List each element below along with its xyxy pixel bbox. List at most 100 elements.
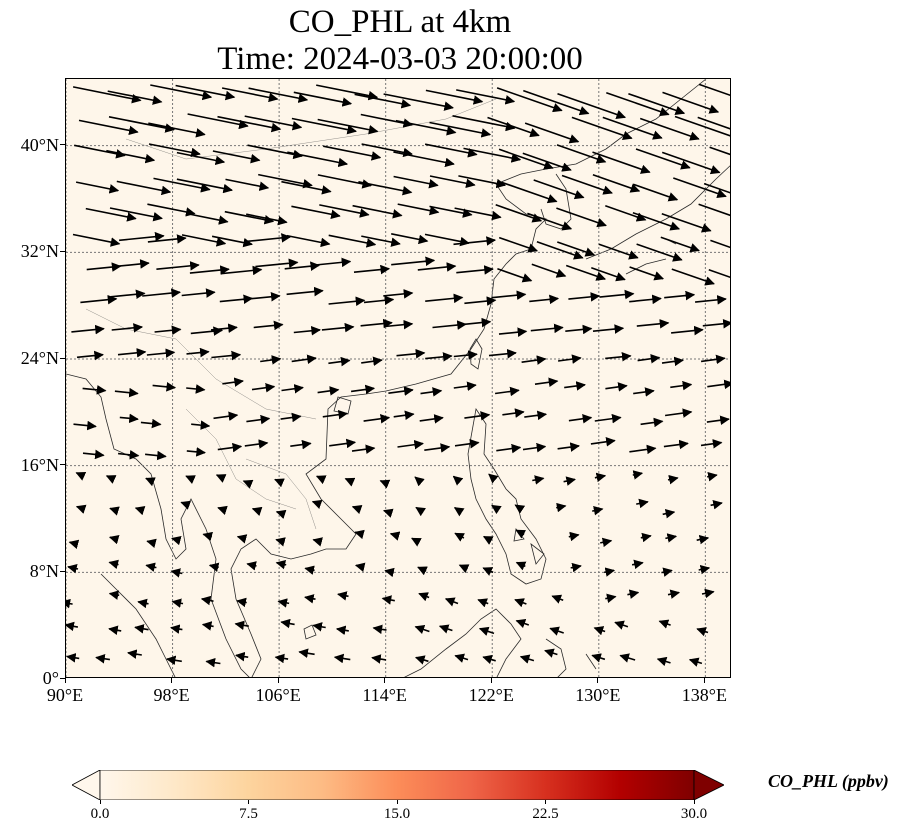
wind-arrow <box>524 410 548 421</box>
wind-arrow <box>707 379 730 390</box>
wind-arrow <box>388 386 414 396</box>
wind-arrow <box>361 235 401 247</box>
wind-arrow <box>498 236 539 253</box>
wind-arrow <box>73 420 97 431</box>
wind-arrow <box>594 472 607 483</box>
wind-arrow <box>502 408 525 418</box>
wind-arrow <box>498 327 528 337</box>
wind-arrow <box>185 475 196 484</box>
wind-arrow <box>180 500 192 510</box>
wind-arrow <box>570 562 582 573</box>
wind-arrow <box>146 538 157 548</box>
wind-arrow <box>281 383 304 394</box>
wind-arrow <box>452 115 516 132</box>
wind-arrow <box>253 320 284 331</box>
wind-arrow <box>661 212 712 233</box>
wind-arrow <box>454 207 502 221</box>
wind-arrow <box>110 289 146 300</box>
wind-arrow <box>592 174 641 193</box>
wind-arrow <box>454 439 480 449</box>
wind-arrow <box>667 589 681 599</box>
wind-arrow <box>290 439 312 450</box>
wind-arrow <box>247 291 281 302</box>
wind-arrow <box>165 655 182 666</box>
wind-arrow <box>391 256 436 267</box>
colorbar-tick-label: 7.5 <box>239 806 258 822</box>
wind-arrow <box>673 177 727 199</box>
wind-arrow <box>277 598 290 608</box>
wind-arrow <box>424 143 478 158</box>
wind-arrow <box>85 207 137 222</box>
wind-arrow <box>236 534 248 544</box>
wind-arrow <box>594 413 622 424</box>
wind-arrow <box>235 651 249 662</box>
lon-tick-label: 130°E <box>575 685 621 705</box>
wind-arrow <box>127 649 142 659</box>
wind-arrow <box>491 290 527 300</box>
wind-arrow <box>156 261 200 271</box>
wind-arrow <box>317 174 372 189</box>
map-canvas <box>66 79 730 677</box>
wind-arrow <box>186 384 206 394</box>
wind-arrow <box>147 234 187 244</box>
wind-arrow <box>66 653 80 663</box>
wind-arrow <box>414 655 429 665</box>
wind-arrow <box>351 444 376 455</box>
wind-arrow <box>628 92 686 115</box>
wind-arrow <box>452 475 464 486</box>
wind-arrow <box>78 119 139 136</box>
wind-arrow <box>591 653 606 663</box>
lon-tick-label: 114°E <box>362 685 407 705</box>
wind-arrow <box>298 648 315 658</box>
wind-arrow <box>496 443 522 454</box>
wind-arrow <box>113 259 150 269</box>
wind-arrow <box>236 597 247 608</box>
wind-arrow <box>109 207 163 222</box>
wind-arrow <box>312 537 323 547</box>
wind-arrow <box>147 203 196 217</box>
wind-arrow <box>464 296 497 306</box>
wind-arrow <box>709 146 730 156</box>
wind-arrow <box>244 115 303 131</box>
wind-arrow <box>706 415 730 426</box>
wind-arrow <box>397 203 440 216</box>
wind-arrow <box>456 89 516 105</box>
wind-arrow <box>353 264 391 275</box>
wind-arrow <box>280 618 295 629</box>
wind-arrow <box>557 241 596 257</box>
wind-arrow <box>246 213 288 226</box>
figure-title: CO_PHL at 4km <box>288 4 512 40</box>
wind-arrow <box>225 178 270 191</box>
wind-arrow <box>453 381 477 391</box>
wind-arrow <box>119 413 139 424</box>
wind-arrow <box>68 539 80 550</box>
wind-arrow <box>352 204 403 219</box>
wind-arrow <box>107 90 163 105</box>
lon-tick-mark <box>490 678 492 683</box>
wind-arrow <box>556 207 607 228</box>
wind-arrow <box>360 318 393 329</box>
wind-arrow <box>661 567 673 577</box>
wind-arrow <box>396 348 426 359</box>
wind-arrow <box>95 654 111 664</box>
wind-arrow <box>67 563 79 574</box>
wind-arrow <box>458 564 470 574</box>
colorbar-tick-mark <box>99 800 101 804</box>
wind-arrow <box>146 348 176 358</box>
wind-arrow <box>393 151 455 168</box>
wind-arrow <box>414 476 425 487</box>
lon-tick-label: 90°E <box>46 685 84 705</box>
wind-arrow <box>248 87 309 103</box>
wind-arrow <box>482 535 494 545</box>
wind-arrow <box>372 624 387 635</box>
wind-arrow <box>703 182 730 194</box>
wind-arrow <box>210 323 238 333</box>
wind-arrow <box>491 504 502 515</box>
wind-arrow <box>191 420 211 430</box>
colorbar-tick-label: 15.0 <box>383 806 411 822</box>
wind-arrow <box>176 151 226 166</box>
wind-arrow <box>557 354 582 364</box>
wind-arrow <box>134 624 149 634</box>
wind-arrow <box>523 89 590 116</box>
lat-tick-label: 24°N <box>20 348 59 368</box>
